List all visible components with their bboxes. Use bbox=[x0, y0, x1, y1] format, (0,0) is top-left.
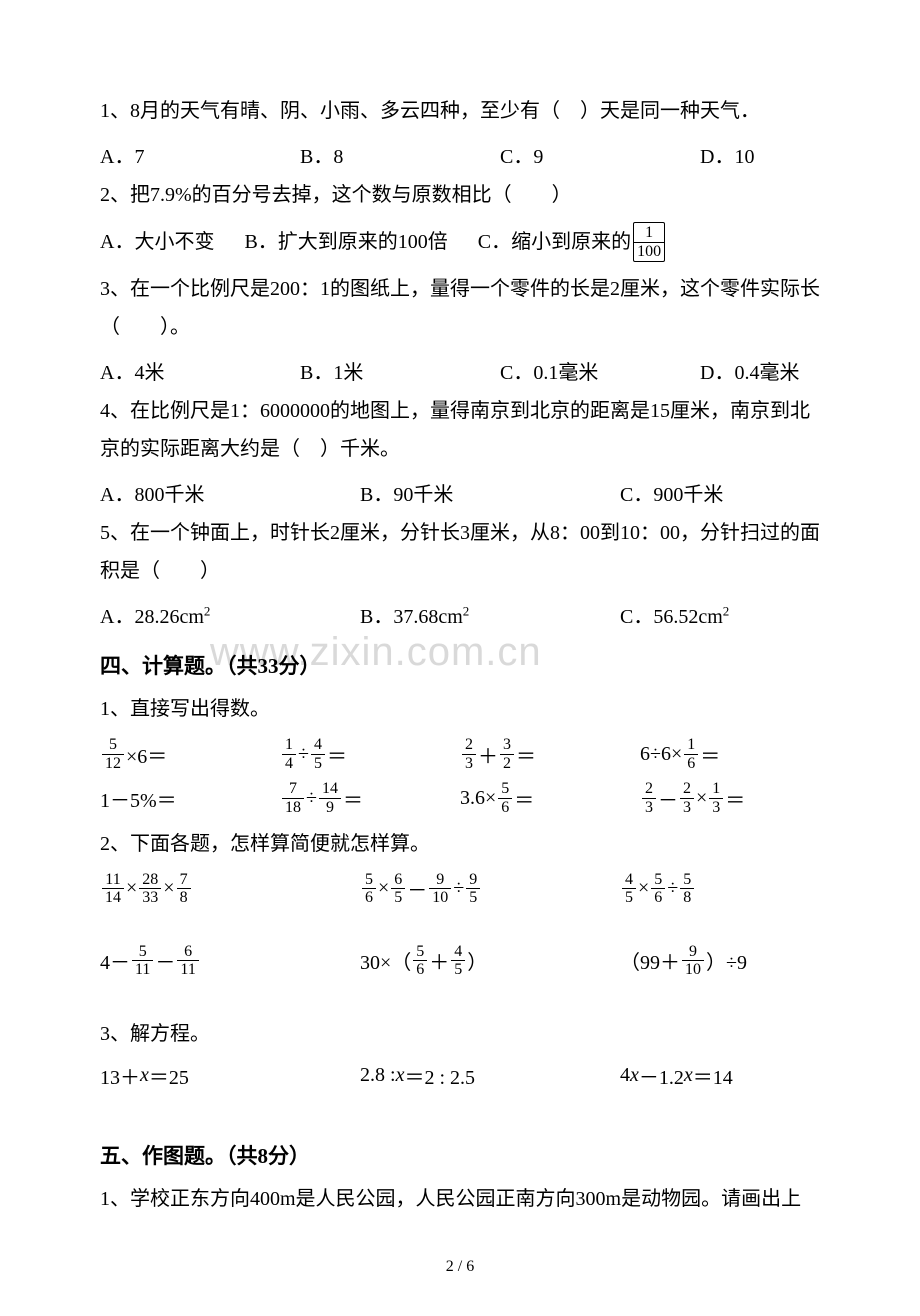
q3-opt-b: B．1米 bbox=[300, 354, 500, 392]
eq3: 4x－1.2x＝14 bbox=[620, 1061, 880, 1090]
page-number: 2 / 6 bbox=[100, 1258, 820, 1276]
sec4-p2: 2、下面各题，怎样算简便就怎样算。 bbox=[100, 825, 820, 863]
sec4-p1: 1、直接写出得数。 bbox=[100, 690, 820, 728]
q4-opt-a: A．800千米 bbox=[100, 476, 360, 514]
calc3-a: 1114 × 2833 × 78 bbox=[100, 871, 360, 907]
q2-opt-b: B．扩大到原来的100倍 bbox=[244, 223, 447, 261]
q2-options: A．大小不变 B．扩大到原来的100倍 C．缩小到原来的 1 100 bbox=[100, 222, 820, 262]
q1-stem: 1、8月的天气有晴、阴、小雨、多云四种，至少有（ ）天是同一种天气． bbox=[100, 92, 820, 130]
page-content: 1、8月的天气有晴、阴、小雨、多云四种，至少有（ ）天是同一种天气． A．7 B… bbox=[100, 92, 820, 1276]
q5-opt-b: B．37.68cm2 bbox=[360, 598, 620, 636]
q3-stem: 3、在一个比例尺是200：1的图纸上，量得一个零件的长是2厘米，这个零件实际长（… bbox=[100, 270, 820, 346]
q3-opt-d: D．0.4毫米 bbox=[700, 354, 840, 392]
calc4-b: 30×（ 56 ＋ 45 ） bbox=[360, 943, 620, 979]
q4-stem: 4、在比例尺是1：6000000的地图上，量得南京到北京的距离是15厘米，南京到… bbox=[100, 392, 820, 468]
q3-options: A．4米 B．1米 C．0.1毫米 D．0.4毫米 bbox=[100, 354, 820, 392]
calc-row-1: 512 ×6＝ 14 ÷ 45 ＝ 23 ＋ 32 ＝ 6÷6× 16 ＝ bbox=[100, 736, 820, 772]
frac-den: 100 bbox=[634, 243, 664, 261]
q4-opt-b: B．90千米 bbox=[360, 476, 620, 514]
q3-opt-c: C．0.1毫米 bbox=[500, 354, 700, 392]
q4-options: A．800千米 B．90千米 C．900千米 bbox=[100, 476, 820, 514]
q5-opt-c: C．56.52cm2 bbox=[620, 598, 820, 636]
q2-fraction: 1 100 bbox=[633, 222, 665, 262]
q1-opt-c: C．9 bbox=[500, 138, 700, 176]
section4-head: 四、计算题。（共33分） bbox=[100, 650, 820, 680]
q1-options: A．7 B．8 C．9 D．10 bbox=[100, 138, 820, 176]
section5-head: 五、作图题。（共8分） bbox=[100, 1140, 820, 1170]
calc4-c: （99＋ 910 ）÷9 bbox=[620, 943, 880, 979]
calc3-b: 56 × 65 － 910 ÷ 95 bbox=[360, 871, 620, 907]
equation-row: 13＋x＝25 2.8 : x＝2 : 2.5 4x－1.2x＝14 bbox=[100, 1061, 820, 1090]
sec5-p1: 1、学校正东方向400m是人民公园，人民公园正南方向300m是动物园。请画出上 bbox=[100, 1180, 820, 1218]
calc-row-2: 1－5%＝ 718 ÷ 149 ＝ 3.6× 56 ＝ 23 － 23 × 13… bbox=[100, 780, 820, 816]
calc1-1: 512 ×6＝ bbox=[100, 736, 280, 772]
calc2-1: 1－5%＝ bbox=[100, 784, 280, 813]
eq1: 13＋x＝25 bbox=[100, 1061, 360, 1090]
sec4-p3: 3、解方程。 bbox=[100, 1015, 820, 1053]
frac-num: 1 bbox=[634, 224, 664, 243]
calc-row-3: 1114 × 2833 × 78 56 × 65 － 910 ÷ 95 45 ×… bbox=[100, 871, 820, 907]
calc1-4: 6÷6× 16 ＝ bbox=[640, 736, 820, 772]
q5-stem: 5、在一个钟面上，时针长2厘米，分针长3厘米，从8：00到10：00，分针扫过的… bbox=[100, 514, 820, 590]
calc2-3: 3.6× 56 ＝ bbox=[460, 780, 640, 816]
q5-options: A．28.26cm2 B．37.68cm2 C．56.52cm2 bbox=[100, 598, 820, 636]
q2-opt-c: C．缩小到原来的 1 100 bbox=[478, 222, 667, 262]
q1-opt-b: B．8 bbox=[300, 138, 500, 176]
calc2-4: 23 － 23 × 13 ＝ bbox=[640, 780, 820, 816]
calc4-a: 4－ 511 － 611 bbox=[100, 943, 360, 979]
q5-opt-a: A．28.26cm2 bbox=[100, 598, 360, 636]
eq2: 2.8 : x＝2 : 2.5 bbox=[360, 1061, 620, 1090]
calc2-2: 718 ÷ 149 ＝ bbox=[280, 780, 460, 816]
calc1-2: 14 ÷ 45 ＝ bbox=[280, 736, 460, 772]
q2-stem: 2、把7.9%的百分号去掉，这个数与原数相比（ ） bbox=[100, 176, 820, 214]
q3-opt-a: A．4米 bbox=[100, 354, 300, 392]
calc3-c: 45 × 56 ÷ 58 bbox=[620, 871, 880, 907]
q4-opt-c: C．900千米 bbox=[620, 476, 820, 514]
calc-row-4: 4－ 511 － 611 30×（ 56 ＋ 45 ） （99＋ 910 ）÷9 bbox=[100, 943, 820, 979]
q2-opt-c-prefix: C．缩小到原来的 bbox=[478, 223, 631, 261]
calc1-3: 23 ＋ 32 ＝ bbox=[460, 736, 640, 772]
q1-opt-d: D．10 bbox=[700, 138, 840, 176]
q2-opt-a: A．大小不变 bbox=[100, 223, 214, 261]
q1-opt-a: A．7 bbox=[100, 138, 300, 176]
